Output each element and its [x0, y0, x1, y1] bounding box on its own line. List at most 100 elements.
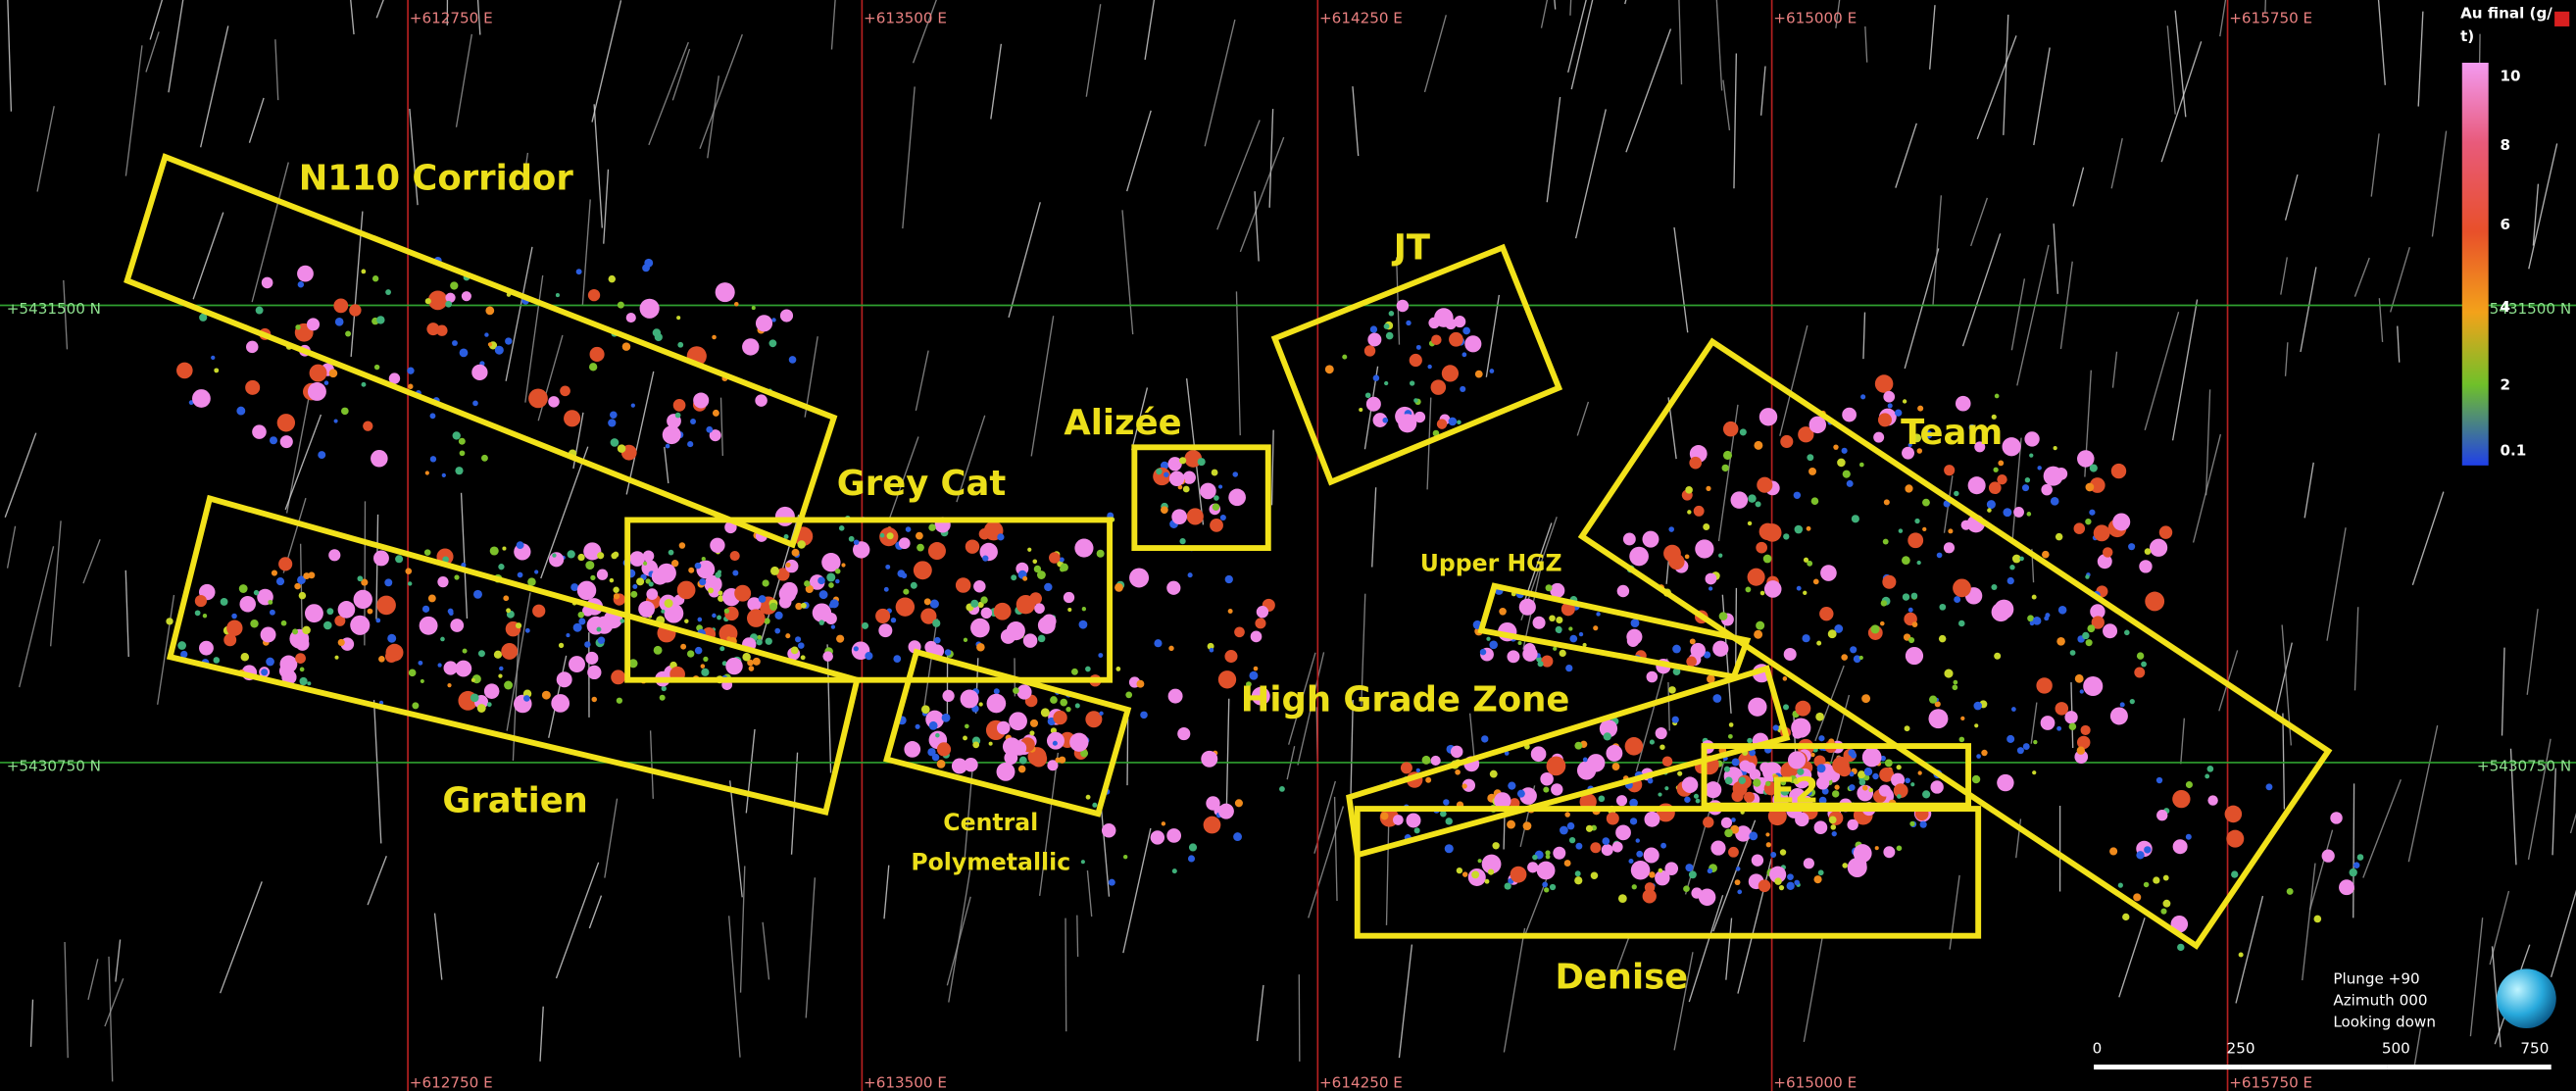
sample	[770, 567, 779, 575]
sample	[428, 595, 436, 603]
legend-tick-label: 6	[2501, 216, 2511, 233]
zone-label: Polymetallic	[911, 848, 1070, 875]
sample	[1575, 843, 1582, 850]
sample	[687, 650, 694, 657]
sample	[1810, 753, 1814, 757]
sample	[753, 658, 761, 666]
sample	[1922, 790, 1930, 798]
sample	[1859, 779, 1866, 786]
sample	[1908, 608, 1913, 613]
sample	[1819, 607, 1833, 620]
legend-tick-label: 2	[2501, 375, 2511, 393]
sample	[1451, 746, 1463, 759]
sample	[2122, 914, 2129, 920]
sample	[878, 623, 892, 637]
sample	[488, 342, 492, 346]
sample	[973, 580, 985, 592]
sample	[1508, 782, 1515, 790]
sample	[2353, 862, 2360, 868]
zone-label: Central	[943, 809, 1038, 836]
sample	[266, 658, 274, 667]
sample	[566, 633, 570, 637]
sample	[1011, 574, 1016, 580]
sample	[552, 553, 556, 557]
sample	[759, 595, 767, 603]
sample	[1682, 776, 1699, 793]
sample	[1686, 657, 1697, 668]
sample	[354, 590, 372, 609]
sample	[1897, 845, 1903, 851]
sample	[1870, 624, 1879, 633]
sample	[1660, 744, 1664, 749]
sample	[1662, 756, 1673, 767]
sample	[1172, 868, 1177, 873]
sample	[1736, 867, 1741, 871]
sample	[1804, 858, 1814, 868]
sample	[1201, 751, 1217, 768]
sample	[452, 340, 458, 346]
sample	[1956, 396, 1971, 412]
sample	[2156, 810, 2167, 820]
sample	[1862, 748, 1882, 768]
sample	[252, 424, 267, 439]
sample	[885, 565, 890, 570]
sample	[2058, 606, 2067, 615]
sample	[376, 596, 396, 616]
sample	[2186, 834, 2192, 840]
sample	[1756, 621, 1764, 630]
sample	[1795, 701, 1810, 717]
sample	[791, 647, 799, 655]
sample	[584, 641, 590, 647]
sample	[819, 620, 824, 624]
sample	[2041, 484, 2053, 495]
sample	[577, 581, 596, 600]
sample	[1854, 844, 1872, 863]
sample	[819, 590, 828, 599]
sample	[688, 568, 694, 573]
sample	[1802, 634, 1809, 642]
sample	[1749, 831, 1758, 840]
sample	[361, 270, 366, 274]
sample	[1543, 787, 1549, 793]
sample	[2044, 467, 2063, 486]
sample	[1626, 629, 1642, 645]
sample	[425, 298, 431, 304]
easting-label: +614250 E	[1319, 10, 1403, 27]
sample	[445, 301, 452, 308]
sample	[1437, 419, 1447, 428]
sample	[665, 599, 673, 608]
sample	[436, 325, 447, 336]
sample	[1795, 525, 1804, 534]
sample	[1911, 593, 1918, 600]
sample	[1081, 860, 1085, 864]
sample	[2086, 483, 2095, 492]
orientation-sphere[interactable]	[2497, 968, 2556, 1028]
sample	[375, 619, 380, 623]
sample	[1541, 656, 1553, 668]
sample	[2090, 464, 2098, 471]
sample	[1053, 741, 1058, 746]
sample	[703, 657, 708, 662]
sample	[1987, 508, 1992, 513]
sample	[1623, 533, 1636, 546]
sample	[1499, 608, 1507, 616]
sample	[1154, 639, 1162, 647]
sample	[1255, 618, 1265, 628]
sample	[192, 389, 211, 408]
sample	[454, 574, 459, 579]
sample	[1210, 519, 1223, 532]
sample	[1747, 738, 1753, 744]
sample	[1816, 641, 1821, 646]
sample	[1703, 523, 1709, 530]
sample	[916, 532, 923, 540]
sample	[2077, 747, 2085, 755]
sample	[503, 595, 509, 601]
sample	[1759, 879, 1771, 892]
sample	[956, 577, 971, 593]
sample	[1366, 397, 1381, 412]
sample	[2225, 806, 2243, 823]
sample	[758, 635, 763, 640]
sample	[2023, 743, 2030, 750]
easting-label: +613500 E	[864, 10, 947, 27]
close-legend-button[interactable]	[2554, 12, 2569, 26]
